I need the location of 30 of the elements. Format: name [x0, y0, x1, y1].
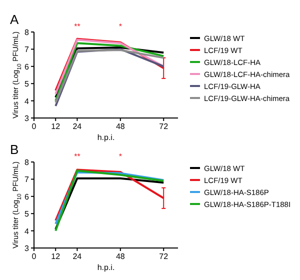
y-tick-label: 4: [24, 226, 30, 236]
chart-title: B: [10, 142, 19, 157]
y-tick-label: 5: [24, 210, 30, 219]
y-tick-label: 6: [24, 62, 30, 72]
chart-title: A: [10, 12, 19, 27]
x-tick-label: 0: [32, 122, 37, 131]
x-tick-label: 24: [72, 122, 82, 131]
y-tick-label: 3: [24, 244, 30, 253]
x-tick-label: 48: [116, 252, 126, 261]
y-tick-label: 8: [24, 28, 30, 37]
y-tick-label: 7: [24, 175, 30, 184]
text: *: [118, 22, 122, 31]
y-tick-label: 5: [24, 80, 30, 89]
x-tick-label: 24: [72, 252, 82, 261]
x-tick-label: 0: [32, 252, 37, 261]
x-tick-label: 72: [159, 122, 169, 131]
y-tick-label: 8: [24, 158, 30, 167]
x-tick-label: 12: [51, 122, 61, 131]
text: *: [118, 152, 122, 161]
text: **: [74, 22, 80, 31]
x-axis-title: h.p.i.: [97, 133, 115, 142]
y-tick-label: 3: [24, 114, 30, 123]
x-axis-title: h.p.i.: [97, 263, 115, 272]
y-tick-label: 4: [24, 96, 30, 106]
x-tick-label: 48: [116, 122, 126, 131]
x-tick-label: 72: [159, 252, 169, 261]
text: **: [74, 152, 80, 161]
x-tick-label: 12: [51, 252, 61, 261]
y-tick-label: 6: [24, 192, 30, 202]
y-tick-label: 7: [24, 45, 30, 54]
